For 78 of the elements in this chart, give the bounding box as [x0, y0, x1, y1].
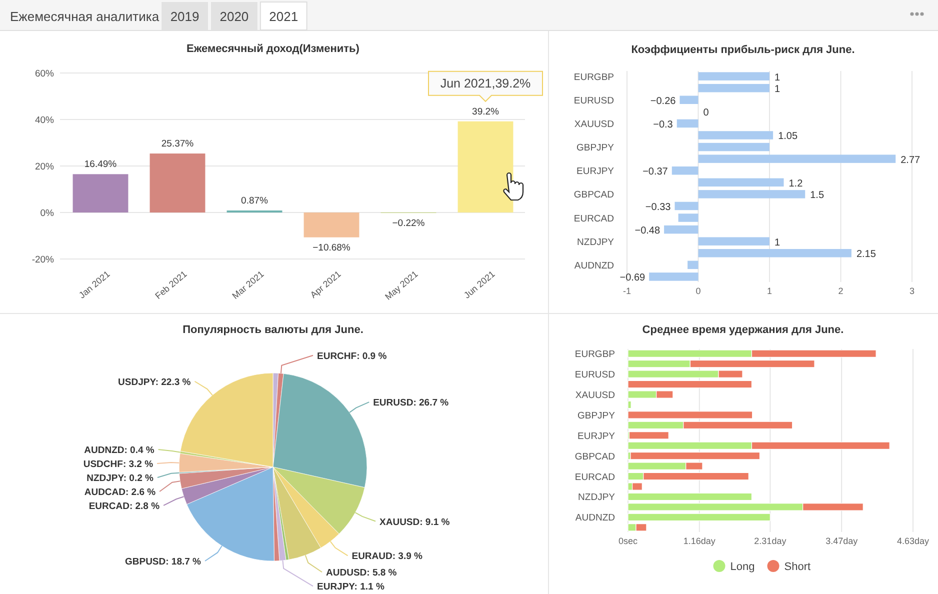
slice-label: AUDCAD: 2.6 %: [84, 486, 156, 498]
slice-label: EURCHF: 0.9 %: [317, 350, 388, 362]
y-tick-label: EURCAD: [574, 472, 616, 483]
x-tick-label: 0: [696, 286, 701, 296]
chart-title: Коэффициенты прибыль-риск для June.: [631, 44, 855, 56]
y-tick-label: XAUUSD: [574, 118, 614, 130]
y-tick-label: EURJPY: [578, 430, 616, 442]
slice-label: AUDUSD: 5.8 %: [326, 568, 398, 579]
text: Ежемесячная аналитика: [10, 9, 160, 24]
y-tick-label: NZDJPY: [577, 236, 615, 248]
y-tick-label: EURJPY: [576, 166, 615, 178]
data-label: −0.48: [634, 226, 660, 237]
y-tick-label: GBPCAD: [574, 451, 616, 462]
y-tick-label: EURUSD: [574, 95, 614, 106]
x-tick-label: 0sec: [618, 536, 638, 546]
data-label: 1: [774, 84, 780, 96]
data-label: −0.37: [642, 166, 668, 178]
slice-label: XAUUSD: 9.1 %: [380, 516, 450, 528]
data-label: −0.33: [645, 202, 672, 213]
chart-title: Популярность валюты для June.: [182, 324, 364, 336]
y-tick-label: XAUUSD: [575, 390, 616, 401]
annotation: Jun 2021,39.2%: [440, 76, 531, 90]
y-tick-label: NZDJPY: [578, 492, 616, 504]
y-tick-label: AUDNZD: [574, 260, 614, 272]
data-label: 1.5: [810, 190, 824, 202]
x-tick-label: 2: [838, 286, 844, 296]
data-label: −0.69: [620, 272, 646, 284]
slice-label: EURUSD: 26.7 %: [373, 398, 450, 409]
y-tick-label: -20%: [32, 254, 55, 266]
y-tick-label: 20%: [34, 162, 55, 172]
data-label: 16.49%: [84, 159, 118, 170]
slice-label: GBPUSD: 18.7 %: [124, 556, 202, 568]
y-tick-label: EURCAD: [574, 213, 614, 224]
data-label: 1.2: [788, 178, 804, 190]
legend-label: Long: [730, 561, 755, 573]
y-tick-label: GBPJPY: [578, 410, 616, 422]
text: 2019: [170, 9, 200, 24]
x-tick-label: 3.47day: [826, 536, 858, 546]
slice-label: USDJPY: 22.3 %: [118, 376, 192, 388]
slice-label: AUDNZD: 0.4 %: [84, 444, 155, 456]
legend-label: Short: [784, 561, 811, 573]
x-tick-label: 4.63day: [896, 536, 930, 546]
x-tick-label: 3: [909, 286, 915, 296]
data-label: 1: [774, 237, 780, 248]
data-label: 1: [774, 72, 780, 84]
data-label: −0.22%: [392, 218, 426, 230]
y-tick-label: EURUSD: [574, 370, 616, 381]
chart-title: Ежемесячный доход(Изменить): [186, 43, 360, 55]
slice-label: EURJPY: 1.1 %: [317, 582, 385, 593]
slice-label: NZDJPY: 0.2 %: [86, 472, 154, 484]
data-label: 0: [703, 108, 710, 119]
x-tick-label: 2.31day: [754, 536, 787, 546]
data-label: 0.87%: [241, 195, 269, 206]
slice-label: EURAUD: 3.9 %: [352, 551, 424, 562]
slice-label: EURCAD: 2.8 %: [88, 500, 160, 512]
x-tick-label: -1: [622, 286, 632, 296]
y-tick-label: GBPJPY: [576, 142, 615, 154]
data-label: −10.68%: [312, 242, 351, 254]
data-label: 2.15: [856, 249, 876, 260]
y-tick-label: EURGBP: [574, 72, 614, 83]
data-label: 2.77: [900, 154, 921, 166]
y-tick-label: 0%: [40, 208, 55, 219]
text: 2020: [220, 9, 249, 24]
data-label: −0.3: [653, 119, 674, 130]
y-tick-label: 60%: [34, 68, 55, 80]
slice-label: USDCHF: 3.2 %: [83, 458, 154, 470]
data-label: −0.26: [650, 96, 676, 107]
x-tick-label: 1.16day: [683, 536, 716, 546]
y-tick-label: EURGBP: [574, 349, 615, 360]
data-label: 25.37%: [161, 138, 194, 150]
data-label: 39.2%: [472, 106, 500, 118]
y-tick-label: AUDNZD: [575, 512, 616, 524]
text: 2021: [269, 9, 298, 24]
y-tick-label: GBPCAD: [574, 190, 614, 201]
chart-title: Среднее время удержания для June.: [642, 324, 844, 336]
data-label: 1.05: [778, 131, 798, 142]
y-tick-label: 40%: [34, 115, 55, 126]
x-tick-label: 1: [766, 286, 772, 296]
